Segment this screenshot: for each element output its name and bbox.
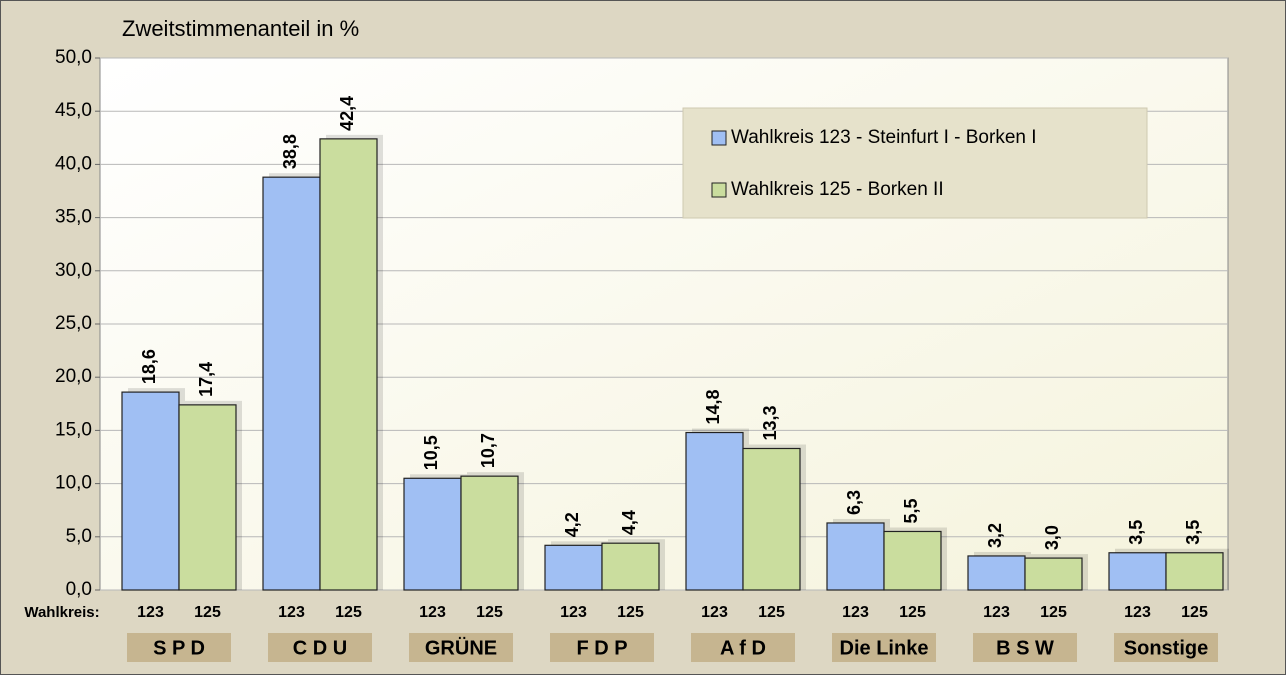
data-label: 3,5 [1126,520,1146,545]
x-sublabel: 125 [1040,604,1067,621]
bar [601,542,660,591]
x-sublabel: 125 [476,604,503,621]
y-tick-label: 10,0 [55,473,92,494]
category-box [973,633,1077,662]
x-sublabel: 125 [335,604,362,621]
category-box [691,633,795,662]
bar [403,477,462,591]
y-tick-label: 20,0 [55,366,92,387]
x-sublabel: 123 [137,604,164,621]
bar [685,431,744,591]
x-tick-label: Sonstige [1124,637,1208,659]
bar [883,530,942,591]
x-sublabel-title: Wahlkreis: [24,604,99,621]
x-sublabel: 123 [419,604,446,621]
x-sublabel: 123 [560,604,587,621]
bar [121,391,180,591]
y-tick-label: 15,0 [55,419,92,440]
x-tick-label: B S W [996,637,1054,659]
data-label: 10,7 [478,433,498,468]
data-label: 5,5 [901,498,921,523]
y-tick-label: 5,0 [66,526,92,547]
x-sublabel: 125 [899,604,926,621]
bar [178,404,237,591]
chart-title: Zweitstimmenanteil in % [122,16,359,41]
category-box [550,633,654,662]
bar [826,522,885,591]
x-sublabel: 123 [842,604,869,621]
x-sublabel: 123 [983,604,1010,621]
category-box [832,633,936,662]
data-label: 17,4 [196,362,216,397]
x-sublabel: 123 [278,604,305,621]
x-sublabel: 125 [617,604,644,621]
bar [967,555,1026,591]
data-label: 4,4 [619,510,639,535]
y-tick-label: 30,0 [55,260,92,281]
x-sublabel: 125 [758,604,785,621]
legend-swatch [711,130,727,146]
category-box [1114,633,1218,662]
bar [544,544,603,591]
x-tick-label: A f D [720,637,766,659]
data-label: 13,3 [760,405,780,440]
data-label: 42,4 [337,96,357,131]
data-label: 3,2 [985,523,1005,548]
x-sublabel: 123 [701,604,728,621]
y-tick-label: 25,0 [55,313,92,334]
x-tick-label: Die Linke [840,637,929,659]
x-tick-label: S P D [153,637,205,659]
x-sublabel: 123 [1124,604,1151,621]
data-label: 3,0 [1042,525,1062,550]
y-tick-label: 40,0 [55,153,92,174]
x-tick-label: GRÜNE [425,636,497,659]
x-tick-label: F D P [576,637,627,659]
x-sublabel: 125 [1181,604,1208,621]
category-box [409,633,513,662]
data-label: 38,8 [280,134,300,169]
bar [262,176,321,591]
category-box [127,633,231,662]
x-sublabel: 125 [194,604,221,621]
bar [1024,557,1083,591]
y-tick-label: 35,0 [55,207,92,228]
bar [1108,552,1167,591]
data-label: 18,6 [139,349,159,384]
bar [1165,552,1224,591]
bar [460,475,519,591]
category-box [268,633,372,662]
data-label: 14,8 [703,389,723,424]
y-tick-label: 50,0 [55,47,92,68]
data-label: 6,3 [844,490,864,515]
legend-label: Wahlkreis 123 - Steinfurt I - Borken I [731,127,1037,148]
legend-box [682,107,1148,219]
data-label: 10,5 [421,435,441,470]
y-tick-label: 45,0 [55,100,92,121]
legend-label: Wahlkreis 125 - Borken II [731,179,944,200]
x-tick-label: C D U [293,637,347,659]
y-tick-label: 0,0 [66,579,92,600]
data-label: 4,2 [562,512,582,537]
bar [319,138,378,591]
data-label: 3,5 [1183,520,1203,545]
bar [742,447,801,591]
legend-swatch [711,182,727,198]
